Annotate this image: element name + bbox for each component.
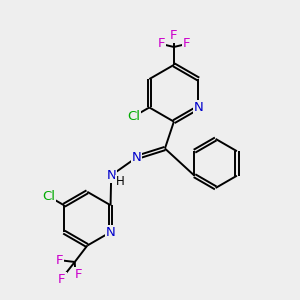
Text: F: F <box>183 38 190 50</box>
Text: Cl: Cl <box>127 110 140 123</box>
Text: F: F <box>56 254 63 267</box>
Text: F: F <box>170 28 178 41</box>
Text: F: F <box>158 38 165 50</box>
Text: N: N <box>132 151 141 164</box>
Text: Cl: Cl <box>42 190 55 203</box>
Text: F: F <box>75 268 83 281</box>
Text: F: F <box>58 273 66 286</box>
Text: N: N <box>194 101 203 114</box>
Text: N: N <box>106 169 116 182</box>
Text: H: H <box>116 176 125 188</box>
Text: N: N <box>106 226 116 238</box>
